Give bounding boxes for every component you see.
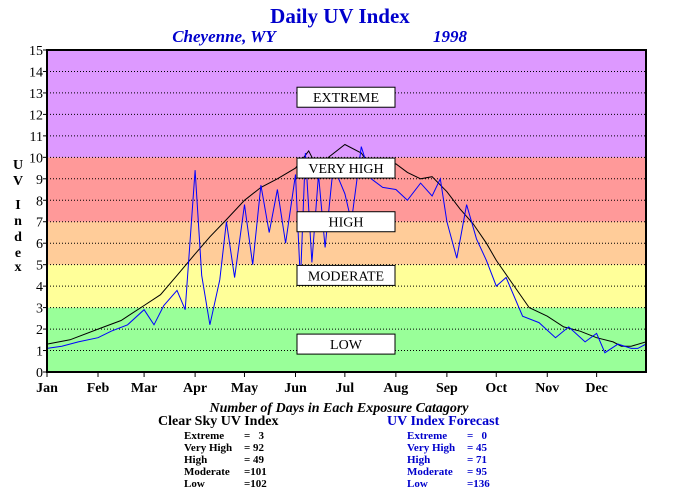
y-tick-label: 4 <box>36 280 43 295</box>
stat-row: Moderate = 95 <box>407 466 527 478</box>
stat-value: = 92 <box>244 442 265 454</box>
stat-value: =102 <box>244 478 267 490</box>
x-tick-label: Sep <box>436 381 458 396</box>
stat-label: High <box>184 454 208 466</box>
chart-title: Daily UV Index <box>270 4 410 28</box>
y-tick-label: 2 <box>36 323 43 338</box>
stat-value: = 95 <box>467 466 488 478</box>
stat-value: = 0 <box>467 430 488 442</box>
stats-heading: Number of Days in Each Exposure Catagory <box>208 401 469 416</box>
x-tick-label: Feb <box>87 381 110 396</box>
y-axis-label-char: U <box>13 158 23 173</box>
clear-sky-stats: Clear Sky UV Index Extreme = 3 Very High = … <box>158 414 304 490</box>
stat-value: =136 <box>467 478 490 490</box>
stat-row: Extreme = 3 <box>184 430 304 442</box>
band-label-text: VERY HIGH <box>308 162 383 177</box>
stat-label: Extreme <box>184 430 225 442</box>
y-tick-label: 1 <box>36 345 43 360</box>
x-tick-label: Mar <box>131 381 157 396</box>
stat-row: Very High = 45 <box>407 442 527 454</box>
band-label-high: HIGH <box>296 211 396 233</box>
y-tick-label: 8 <box>36 194 43 209</box>
stat-value: = 49 <box>244 454 265 466</box>
plot-frame <box>46 49 647 373</box>
band-label-very-high: VERY HIGH <box>296 157 396 179</box>
stat-label: Low <box>184 478 205 490</box>
band-label-box <box>296 333 396 355</box>
y-axis-label-char: V <box>13 174 23 189</box>
band-label-low: LOW <box>296 333 396 355</box>
clear-sky-stats-title: Clear Sky UV Index <box>158 414 279 429</box>
x-tick-label: Apr <box>183 381 207 396</box>
stat-label: Very High <box>184 442 233 454</box>
stat-label: High <box>407 454 431 466</box>
y-tick-label: 15 <box>29 44 43 59</box>
y-tick-label: 9 <box>36 173 43 188</box>
band-label-text: LOW <box>330 338 363 353</box>
band-label-box <box>296 157 396 179</box>
y-tick-label: 0 <box>36 366 43 381</box>
stat-value: = 3 <box>244 430 265 442</box>
y-tick-label: 7 <box>36 216 43 231</box>
band-label-extreme: EXTREME <box>296 86 396 108</box>
stat-row: Low =102 <box>184 478 304 490</box>
y-tick-label: 11 <box>30 130 43 145</box>
x-tick-label: Jul <box>336 381 355 396</box>
y-axis-label-char: n <box>14 214 22 229</box>
stat-label: Extreme <box>407 430 448 442</box>
y-axis-label-char: I <box>15 198 20 213</box>
x-tick-label: Nov <box>535 381 559 396</box>
band-label-moderate: MODERATE <box>296 264 396 286</box>
stat-row: High = 49 <box>184 454 304 466</box>
stat-row: Extreme = 0 <box>407 430 527 442</box>
y-tick-label: 6 <box>36 237 43 252</box>
series-line-uv-index-forecast <box>46 146 647 354</box>
x-tick-label: Jan <box>36 381 58 396</box>
x-tick-label: May <box>231 381 258 396</box>
band-label-text: EXTREME <box>313 91 379 106</box>
y-tick-label: 13 <box>29 87 43 102</box>
x-tick-label: Oct <box>485 381 507 396</box>
y-tick-label: 3 <box>36 302 43 317</box>
band-label-text: MODERATE <box>308 269 384 284</box>
stat-row: Moderate =101 <box>184 466 304 478</box>
y-axis-label-char: x <box>15 260 22 275</box>
stat-value: = 45 <box>467 442 488 454</box>
stat-row: Low =136 <box>407 478 527 490</box>
stat-row: Very High = 92 <box>184 442 304 454</box>
band-label-text: HIGH <box>329 216 364 231</box>
forecast-stats: UV Index Forecast Extreme = 0 Very High = 4… <box>387 414 527 490</box>
y-tick-label: 10 <box>29 151 43 166</box>
stat-label: Very High <box>407 442 456 454</box>
x-tick-label: Aug <box>383 381 408 396</box>
y-tick-label: 12 <box>29 108 43 123</box>
chart-year: 1998 <box>433 27 468 46</box>
stat-label: Moderate <box>407 466 453 478</box>
x-tick-label: Dec <box>585 381 608 396</box>
y-axis-label-char: d <box>14 230 22 245</box>
stat-label: Moderate <box>184 466 230 478</box>
stat-label: Low <box>407 478 428 490</box>
y-tick-label: 5 <box>36 259 43 274</box>
band-label-box <box>296 211 396 233</box>
y-tick-label: 14 <box>29 65 43 80</box>
band-label-box <box>296 86 396 108</box>
forecast-stats-title: UV Index Forecast <box>387 414 500 429</box>
y-axis-label-char: e <box>15 246 21 261</box>
stat-value: =101 <box>244 466 267 478</box>
x-tick-label: Jun <box>284 381 307 396</box>
stat-value: = 71 <box>467 454 488 466</box>
stat-row: High = 71 <box>407 454 527 466</box>
band-label-box <box>296 264 396 286</box>
chart-location: Cheyenne, WY <box>172 27 277 46</box>
